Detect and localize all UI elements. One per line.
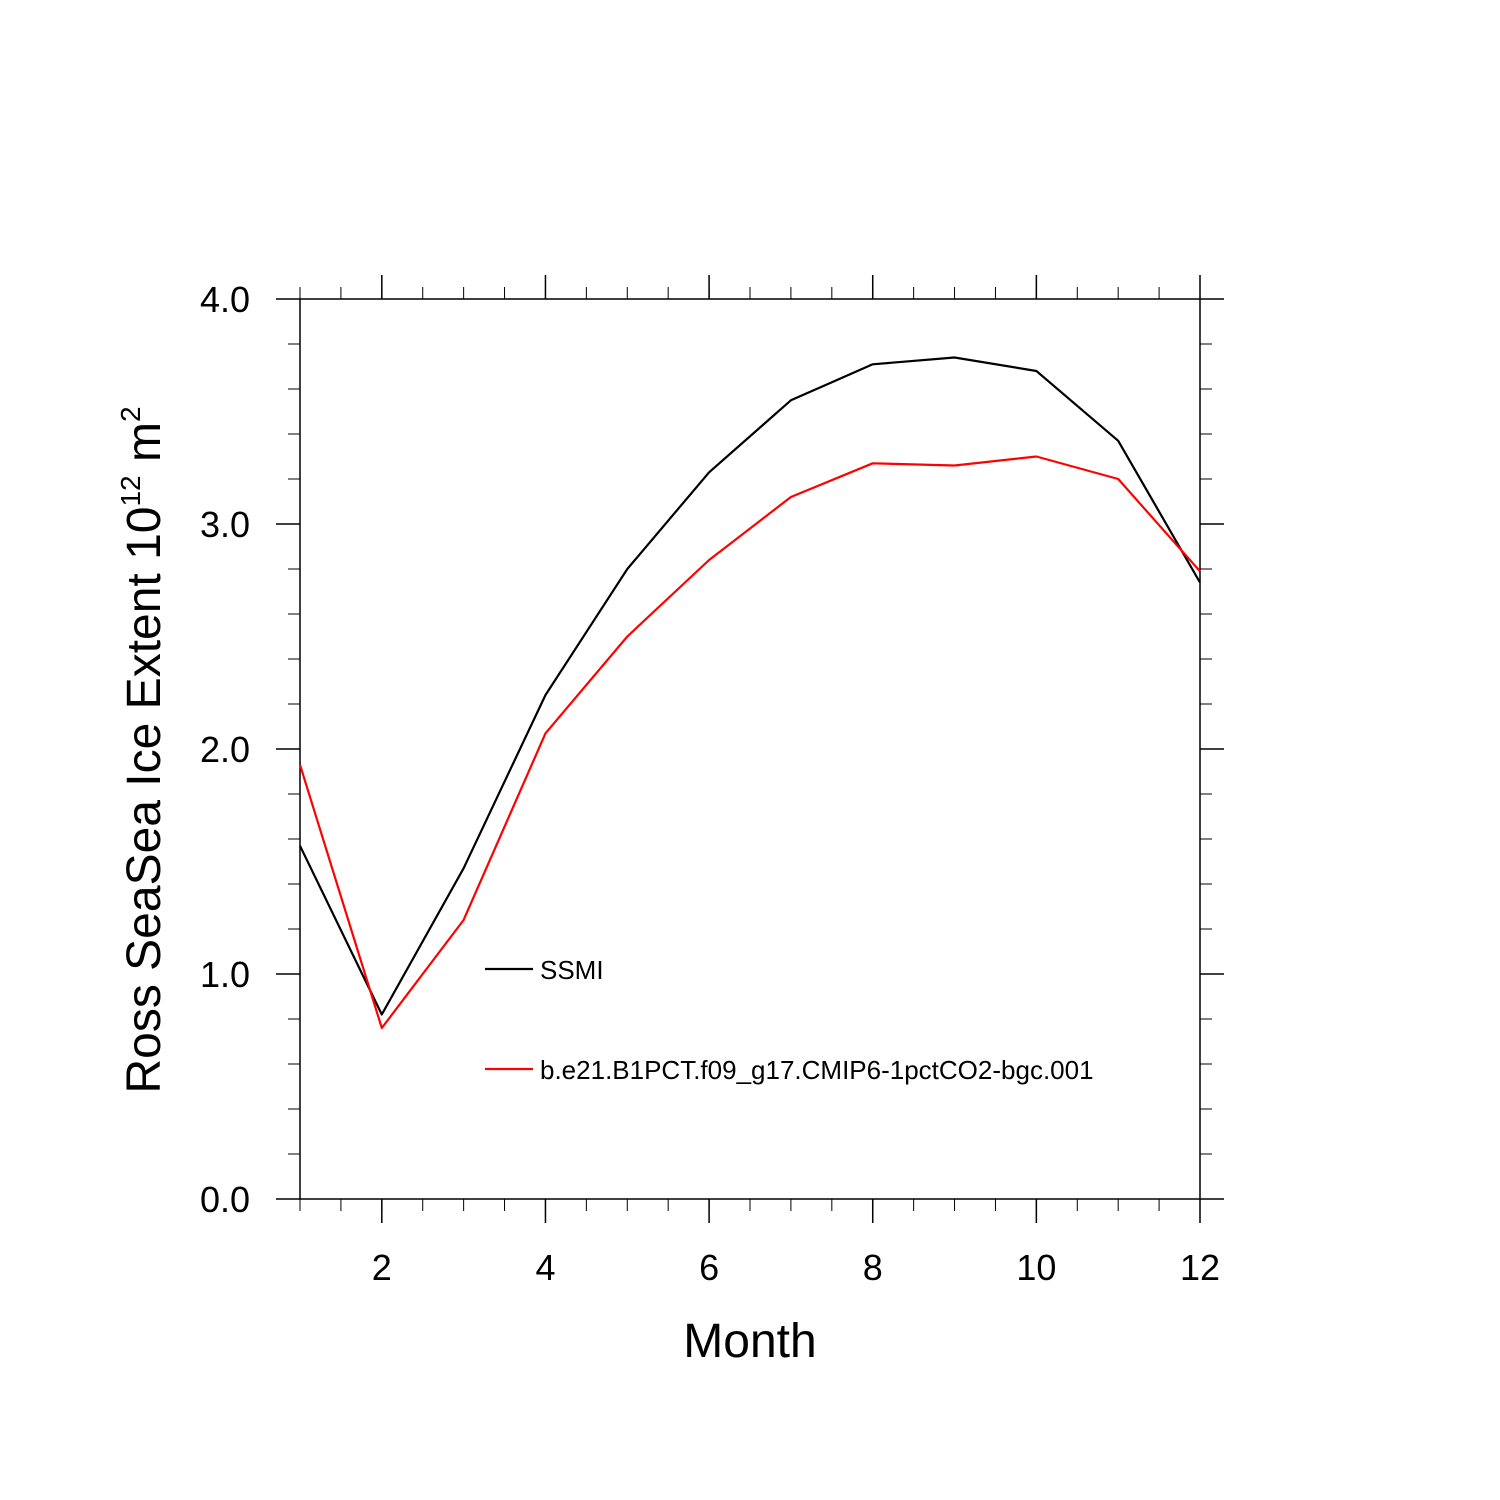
series-line-model (298, 455, 1201, 1030)
y-axis-title-unit-exponent: 2 (115, 406, 146, 422)
y-tick-label: 4.0 (200, 279, 250, 320)
y-axis-title-main: Ross SeaSea Ice Extent 10 (118, 507, 171, 1094)
x-axis-title: Month (683, 1315, 816, 1368)
x-tick-label: 12 (1180, 1247, 1220, 1288)
y-axis-title-unit: m (118, 422, 171, 475)
x-tick-label: 4 (535, 1247, 555, 1288)
legend: SSMI b.e21.B1PCT.f09_g17.CMIP6-1pctCO2-bg… (485, 955, 1094, 1085)
series-line-ssmi (299, 356, 1201, 1016)
legend-label: SSMI (540, 955, 604, 985)
x-tick-labels: 2 4 6 8 10 12 (372, 1247, 1220, 1288)
y-tick-label: 0.0 (200, 1179, 250, 1220)
x-tick-label: 6 (699, 1247, 719, 1288)
y-axis-title: Ross SeaSea Ice Extent 1012 m2 (115, 406, 171, 1093)
y-tick-labels: 0.0 1.0 2.0 3.0 4.0 (200, 279, 250, 1220)
y-tick-label: 3.0 (200, 504, 250, 545)
x-tick-label: 8 (863, 1247, 883, 1288)
y-axis-title-exponent: 12 (115, 475, 146, 506)
y-tick-label: 1.0 (200, 954, 250, 995)
y-tick-label: 2.0 (200, 729, 250, 770)
x-tick-label: 2 (372, 1247, 392, 1288)
series-lines (298, 356, 1201, 1030)
x-tick-label: 10 (1016, 1247, 1056, 1288)
major-ticks (276, 275, 1224, 1223)
legend-label: b.e21.B1PCT.f09_g17.CMIP6-1pctCO2-bgc.00… (540, 1055, 1094, 1085)
